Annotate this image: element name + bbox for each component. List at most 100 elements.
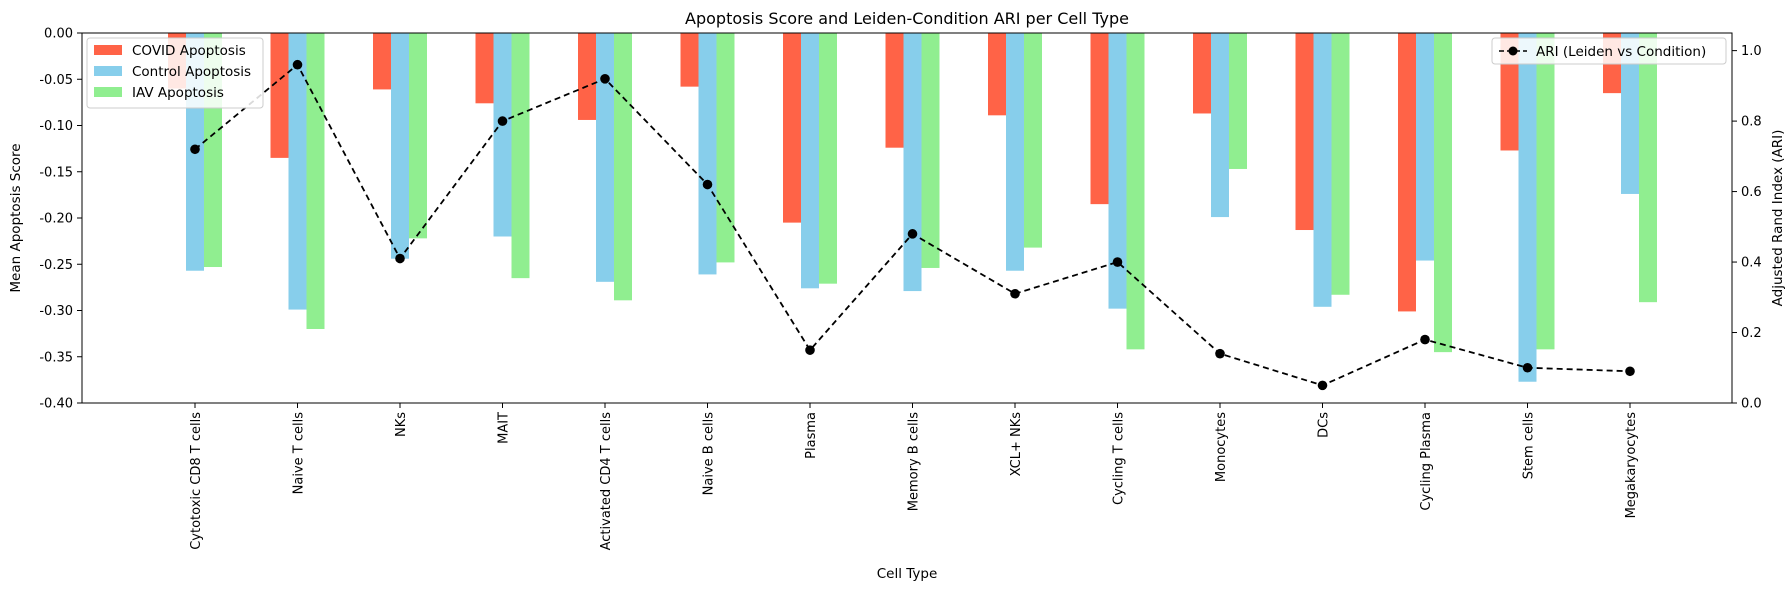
legend-label-ari: ARI (Leiden vs Condition) <box>1536 44 1706 60</box>
bar-control-apoptosis-12 <box>1416 33 1434 261</box>
ari-point-8 <box>1010 288 1020 299</box>
bar-covid-apoptosis-1 <box>270 33 289 158</box>
bar-control-apoptosis-9 <box>1108 33 1127 309</box>
ari-point-7 <box>907 229 918 239</box>
ari-point-11 <box>1317 380 1328 391</box>
x-tick-label: Plasma <box>804 412 819 459</box>
x-tick-label: MAIT <box>497 412 512 444</box>
ari-point-4 <box>600 74 610 84</box>
y-tick-label: -0.35 <box>39 350 73 365</box>
bar-iav-apoptosis-2 <box>409 33 427 239</box>
legend-label-control: Control Apoptosis <box>132 64 251 80</box>
bar-control-apoptosis-4 <box>596 33 614 282</box>
x-tick-label: Memory B cells <box>907 412 922 511</box>
x-tick-label: Activated CD4 T cells <box>599 412 614 551</box>
ari-point-14 <box>1625 366 1635 377</box>
bar-covid-apoptosis-2 <box>373 33 391 90</box>
bar-iav-apoptosis-7 <box>921 33 940 268</box>
bar-covid-apoptosis-9 <box>1090 33 1109 205</box>
y2-tick-label: 0.4 <box>1741 256 1762 271</box>
ari-point-2 <box>395 253 405 264</box>
bar-covid-apoptosis-8 <box>988 33 1006 116</box>
bar-iav-apoptosis-9 <box>1126 33 1145 350</box>
ari-point-1 <box>292 59 303 70</box>
legend-label-covid: COVID Apoptosis <box>132 43 246 59</box>
bars-layer <box>168 33 1657 382</box>
legend-swatch-control <box>94 66 122 76</box>
bar-covid-apoptosis-4 <box>578 33 596 120</box>
y-axis-ticks: -0.40 -0.35 -0.30 -0.25 -0.20 -0.15 -0.10 -0.05… <box>39 27 82 412</box>
y-axis-label: Mean Apoptosis Score <box>8 143 24 292</box>
x-tick-label: Monocytes <box>1214 412 1229 482</box>
x-tick-label: Naive B cells <box>702 412 717 496</box>
y2-tick-label: 0.2 <box>1741 326 1762 341</box>
bar-control-apoptosis-3 <box>493 33 512 237</box>
x-tick-label: Cycling T cells <box>1112 412 1127 505</box>
ari-line-layer <box>190 59 1635 391</box>
bar-control-apoptosis-13 <box>1518 33 1537 382</box>
chart-title: Apoptosis Score and Leiden-Condition ARI… <box>685 9 1129 28</box>
bar-iav-apoptosis-5 <box>716 33 735 263</box>
y2-tick-label: 1.0 <box>1741 44 1762 59</box>
bar-covid-apoptosis-7 <box>885 33 904 148</box>
line-legend: ARI (Leiden vs Condition) <box>1491 37 1727 65</box>
bar-control-apoptosis-14 <box>1621 33 1639 194</box>
ari-point-13 <box>1522 362 1533 373</box>
bars-legend-box <box>86 37 264 109</box>
bar-control-apoptosis-2 <box>391 33 409 259</box>
x-tick-label: Megakaryocytes <box>1624 412 1639 519</box>
bar-control-apoptosis-1 <box>288 33 307 310</box>
bar-covid-apoptosis-12 <box>1398 33 1416 312</box>
bar-covid-apoptosis-3 <box>475 33 494 104</box>
bar-iav-apoptosis-12 <box>1434 33 1452 353</box>
x-tick-label: DCs <box>1317 412 1332 438</box>
y2-axis-ticks: 0.0 0.2 0.4 0.6 0.8 1.0 <box>1732 44 1762 412</box>
bar-iav-apoptosis-11 <box>1331 33 1350 295</box>
ari-point-10 <box>1215 348 1225 359</box>
y2-tick-label: 0.0 <box>1741 397 1762 412</box>
y-tick-label: -0.30 <box>39 304 73 319</box>
ari-point-3 <box>497 116 508 126</box>
legend-swatch-iav <box>94 87 122 97</box>
y-tick-label: -0.05 <box>39 73 73 88</box>
bar-covid-apoptosis-5 <box>680 33 699 87</box>
x-tick-label: NKs <box>394 412 409 437</box>
ari-point-9 <box>1112 257 1123 267</box>
bar-control-apoptosis-7 <box>903 33 922 292</box>
bar-covid-apoptosis-10 <box>1193 33 1211 114</box>
y-tick-label: -0.20 <box>39 212 73 227</box>
ari-point-12 <box>1420 334 1430 345</box>
bar-iav-apoptosis-4 <box>614 33 632 301</box>
ari-point-0 <box>190 144 200 155</box>
x-tick-label: Cytotoxic CD8 T cells <box>189 412 204 550</box>
bar-iav-apoptosis-13 <box>1536 33 1555 350</box>
bar-covid-apoptosis-6 <box>783 33 801 223</box>
y-tick-label: 0.00 <box>44 27 73 42</box>
ari-point-5 <box>702 179 713 190</box>
bar-control-apoptosis-5 <box>698 33 717 275</box>
legend-swatch-covid <box>94 45 122 55</box>
bar-iav-apoptosis-14 <box>1639 33 1657 303</box>
bar-iav-apoptosis-10 <box>1229 33 1247 169</box>
y2-tick-label: 0.6 <box>1741 185 1762 200</box>
bar-control-apoptosis-8 <box>1006 33 1024 271</box>
y-tick-label: -0.15 <box>39 165 73 180</box>
x-axis-label: Cell Type <box>877 566 938 582</box>
bar-control-apoptosis-11 <box>1313 33 1332 307</box>
y-tick-label: -0.25 <box>39 258 73 273</box>
bar-control-apoptosis-10 <box>1211 33 1229 218</box>
bar-iav-apoptosis-3 <box>511 33 530 279</box>
x-axis-ticks: Cytotoxic CD8 T cells Naive T cells NKs MAI… <box>189 403 1639 550</box>
legend-marker-ari <box>1508 46 1518 56</box>
y-tick-label: -0.40 <box>39 397 73 412</box>
x-tick-label: Naive T cells <box>292 412 307 495</box>
legend-label-iav: IAV Apoptosis <box>132 85 224 101</box>
x-tick-label: Stem cells <box>1522 412 1537 480</box>
bar-control-apoptosis-6 <box>801 33 819 289</box>
bar-iav-apoptosis-1 <box>306 33 325 329</box>
x-tick-label: XCL+ NKs <box>1009 412 1024 477</box>
bar-covid-apoptosis-11 <box>1295 33 1314 231</box>
y-tick-label: -0.10 <box>39 119 73 134</box>
y2-tick-label: 0.8 <box>1741 115 1762 130</box>
